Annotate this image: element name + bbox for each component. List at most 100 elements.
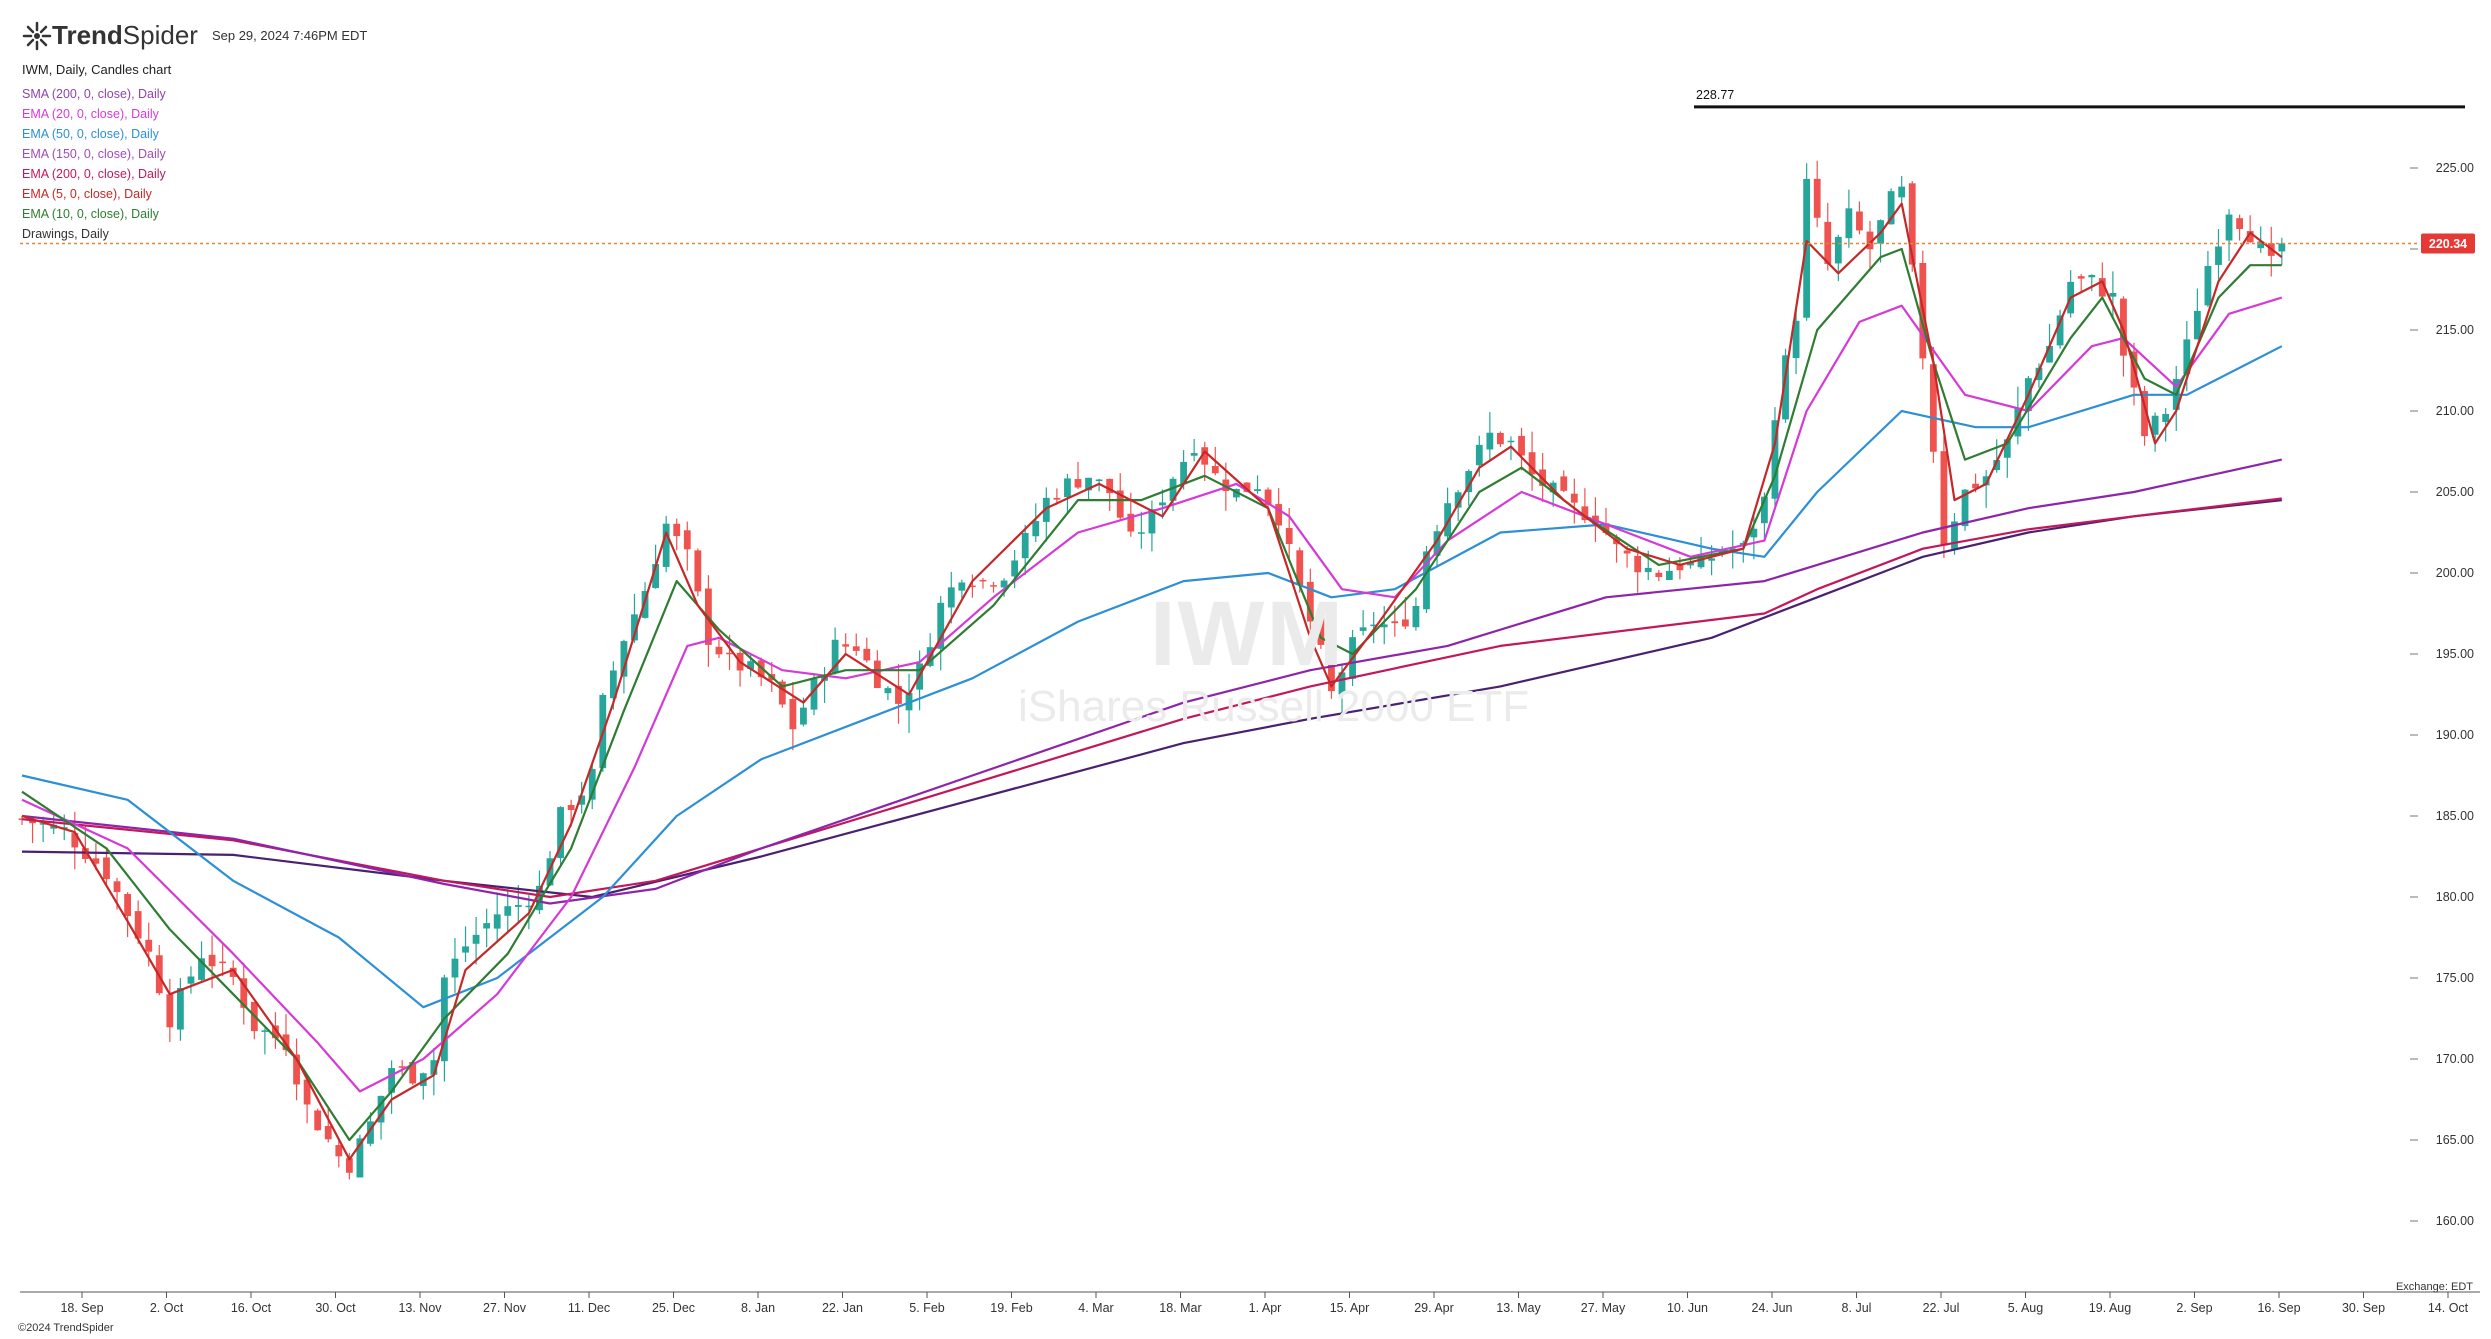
candle-body [1074, 479, 1082, 488]
candle-body [504, 906, 512, 916]
candle-body [1370, 624, 1378, 627]
candle-body [1634, 555, 1642, 573]
legend-item[interactable]: EMA (150, 0, close), Daily [22, 147, 166, 161]
legend-item[interactable]: SMA (200, 0, close), Daily [22, 87, 166, 101]
candle-body [884, 688, 892, 694]
candle-body [747, 661, 755, 670]
candle-body [166, 994, 174, 1028]
y-tick-label: 225.00 [2436, 161, 2474, 175]
y-tick-label: 185.00 [2436, 809, 2474, 823]
legend-item[interactable]: EMA (200, 0, close), Daily [22, 167, 166, 181]
candle-body [1148, 509, 1156, 534]
candle-body [1834, 236, 1842, 264]
candle-body [1053, 497, 1061, 500]
indicator-line [21, 202, 2283, 1161]
candle-body [958, 582, 966, 591]
candle-body [345, 1158, 353, 1173]
x-tick-label: 2. Sep [2176, 1301, 2212, 1315]
candle-body [652, 564, 659, 589]
brand-name: TrendSpider [52, 20, 198, 50]
candle-body [1887, 191, 1895, 225]
candle-body [2257, 241, 2265, 249]
candle-body [92, 858, 100, 864]
candle-body [2120, 298, 2127, 356]
x-tick-label: 24. Jun [1751, 1301, 1792, 1315]
candle-body [1095, 479, 1103, 482]
x-tick-label: 4. Mar [1078, 1301, 1113, 1315]
legend-item[interactable]: EMA (10, 0, close), Daily [22, 207, 159, 221]
candle-body [314, 1110, 322, 1131]
candle-body [1106, 478, 1114, 494]
candle-body [1655, 572, 1663, 578]
x-tick-label: 16. Sep [2257, 1301, 2300, 1315]
candle-body [71, 833, 79, 848]
candle-body [1549, 482, 1557, 493]
x-tick-label: 10. Jun [1667, 1301, 1708, 1315]
candle-body [1180, 461, 1187, 485]
legend-item[interactable]: Drawings, Daily [22, 227, 109, 241]
candle-body [1412, 605, 1420, 628]
y-tick-label: 160.00 [2436, 1214, 2474, 1228]
candle-body [1243, 482, 1251, 492]
candle-body [2162, 413, 2170, 422]
candle-body [103, 857, 110, 880]
candle-body [673, 523, 681, 537]
candle-body [430, 1060, 438, 1075]
x-tick-label: 29. Apr [1414, 1301, 1454, 1315]
brand-header: TrendSpider Sep 29, 2024 7:46PM EDT [22, 20, 367, 51]
x-tick-label: 18. Mar [1159, 1301, 1201, 1315]
legend-item[interactable]: EMA (20, 0, close), Daily [22, 107, 159, 121]
indicator-lines [21, 202, 2283, 1161]
candle-body [557, 807, 564, 859]
candle-body [462, 946, 469, 953]
candle-body [377, 1095, 385, 1123]
candle-body [1042, 497, 1050, 522]
candle-body [1391, 621, 1399, 624]
candle-body [187, 976, 195, 984]
candle-body [2141, 391, 2148, 437]
x-tick-label: 25. Dec [652, 1301, 695, 1315]
legend-item[interactable]: EMA (5, 0, close), Daily [22, 187, 152, 201]
candle-body [937, 602, 945, 649]
candle-body [367, 1121, 374, 1144]
candle-body [356, 1138, 364, 1178]
candle-body [1687, 561, 1694, 566]
candle-body [1718, 550, 1726, 553]
x-tick-label: 5. Aug [2008, 1301, 2043, 1315]
candle-body [1761, 496, 1768, 524]
y-tick-label: 210.00 [2436, 404, 2474, 418]
candle-body [726, 652, 733, 655]
candle-body [662, 523, 670, 567]
candle-body [1000, 580, 1008, 588]
candle-body [1507, 440, 1515, 443]
candle-body [1866, 231, 1874, 250]
candle-body [1982, 476, 1990, 486]
candle-body [261, 1030, 269, 1032]
candle-body [324, 1125, 332, 1140]
x-tick-label: 22. Jul [1923, 1301, 1960, 1315]
indicator-line [21, 497, 2282, 899]
candle-body [451, 958, 459, 978]
candle-body [398, 1066, 406, 1068]
x-tick-label: 19. Aug [2089, 1301, 2131, 1315]
candle-body [177, 988, 184, 1030]
candle-body [472, 934, 480, 944]
last-price-label: 220.34 [2429, 237, 2467, 251]
candle-body [303, 1079, 311, 1105]
x-tick-label: 16. Oct [231, 1301, 272, 1315]
candle-body [1254, 489, 1261, 492]
candle-body [493, 914, 501, 929]
candle-body [1264, 489, 1272, 505]
x-tick-label: 11. Dec [568, 1301, 610, 1315]
candle-body [1898, 186, 1906, 198]
y-tick-label: 200.00 [2436, 566, 2474, 580]
x-tick-label: 1. Apr [1249, 1301, 1282, 1315]
chart-legend: IWM, Daily, Candles chart SMA (200, 0, c… [22, 60, 171, 244]
candle-body [1085, 477, 1092, 491]
candle-body [1116, 490, 1124, 518]
candle-body [219, 961, 227, 964]
indicator-line [21, 247, 2282, 1142]
candle-body [1401, 619, 1409, 627]
legend-item[interactable]: EMA (50, 0, close), Daily [22, 127, 159, 141]
